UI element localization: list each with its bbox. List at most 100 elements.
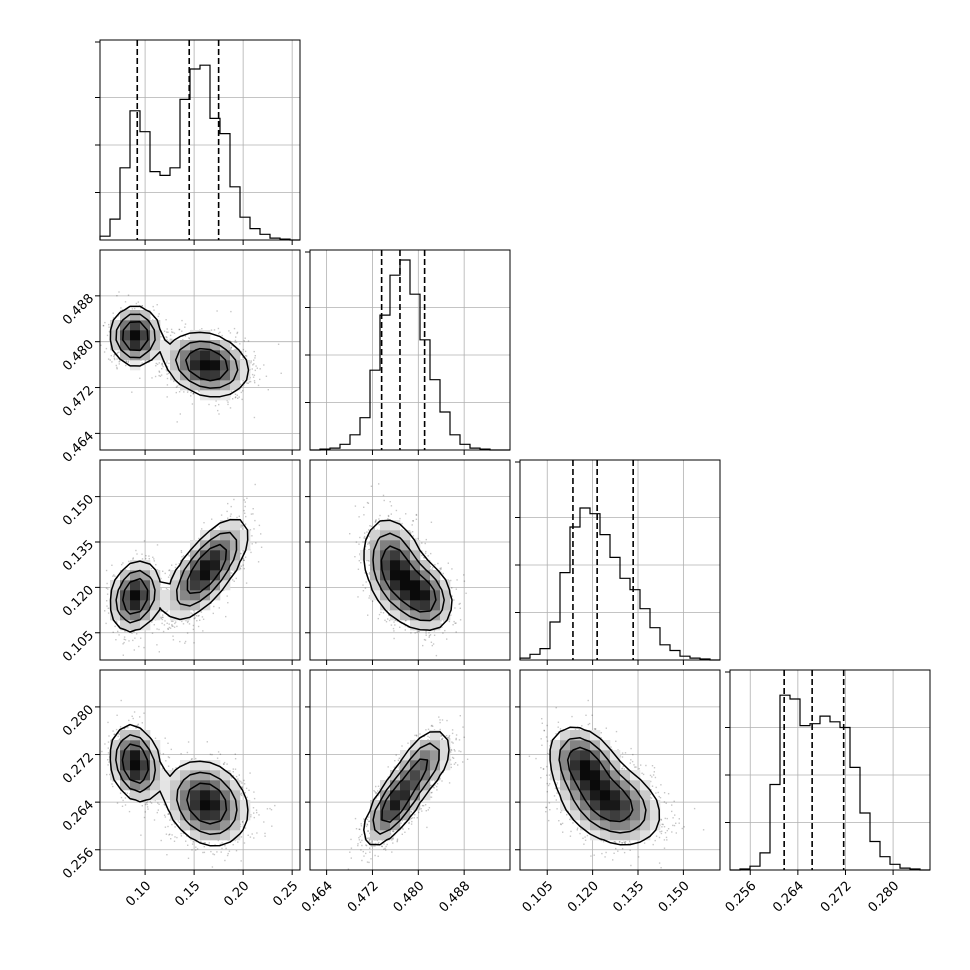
scatter-point: [100, 344, 102, 346]
scatter-point: [242, 356, 244, 358]
scatter-point: [257, 561, 260, 563]
scatter-point: [401, 528, 403, 531]
scatter-point: [169, 574, 171, 576]
scatter-point: [182, 339, 184, 341]
scatter-point: [192, 392, 195, 395]
scatter-point: [143, 646, 145, 649]
scatter-point: [369, 548, 371, 551]
scatter-point: [227, 517, 229, 519]
scatter-point: [235, 336, 237, 338]
scatter-point: [388, 614, 390, 617]
scatter-point: [244, 556, 247, 558]
scatter-point: [387, 515, 390, 518]
scatter-point: [237, 397, 239, 399]
scatter-point: [186, 621, 189, 624]
scatter-point: [238, 515, 240, 517]
scatter-point: [125, 364, 127, 367]
scatter-point: [105, 587, 108, 589]
scatter-point: [214, 405, 217, 407]
scatter-point: [184, 335, 187, 337]
scatter-point: [230, 513, 232, 515]
scatter-point: [378, 523, 380, 526]
scatter-point: [254, 381, 256, 384]
scatter-point: [160, 610, 163, 612]
scatter-point: [200, 611, 203, 613]
scatter-point: [243, 559, 245, 562]
scatter-point: [161, 616, 163, 618]
scatter-point: [226, 595, 228, 597]
scatter-point: [186, 391, 189, 393]
scatter-point: [163, 624, 166, 626]
scatter-point: [245, 515, 247, 518]
scatter-point: [250, 513, 253, 515]
scatter-point: [131, 391, 133, 393]
scatter-point: [132, 558, 134, 560]
scatter-point: [136, 633, 138, 635]
scatter-point: [421, 554, 423, 557]
scatter-point: [234, 396, 237, 399]
scatter-point: [141, 553, 143, 555]
scatter-point: [241, 398, 243, 401]
scatter-point: [125, 360, 128, 363]
scatter-point: [131, 632, 133, 634]
scatter-point: [169, 334, 172, 337]
scatter-point: [165, 611, 167, 613]
scatter-point: [161, 622, 163, 625]
scatter-point: [245, 582, 248, 584]
scatter-point: [158, 362, 160, 364]
scatter-point: [172, 331, 174, 334]
scatter-point: [240, 565, 243, 567]
scatter-point: [255, 542, 257, 544]
scatter-point: [180, 551, 183, 554]
scatter-point: [234, 393, 237, 395]
scatter-point: [159, 375, 162, 377]
scatter-point: [252, 508, 254, 510]
scatter-point: [162, 570, 164, 572]
scatter-point: [441, 626, 443, 628]
scatter-point: [442, 632, 444, 634]
scatter-point: [112, 312, 114, 314]
scatter-point: [127, 361, 129, 363]
scatter-point: [253, 528, 255, 530]
scatter-point: [118, 634, 120, 636]
scatter-point: [231, 572, 233, 574]
scatter-point: [246, 497, 248, 499]
scatter-point: [377, 617, 379, 620]
scatter-point: [167, 628, 169, 630]
scatter-point: [111, 564, 113, 566]
scatter-point: [250, 360, 252, 362]
scatter-point: [196, 620, 198, 622]
scatter-point: [193, 642, 195, 644]
scatter-point: [387, 514, 390, 517]
scatter-point: [125, 569, 127, 571]
scatter-point: [197, 625, 200, 628]
scatter-point: [116, 358, 118, 360]
scatter-point: [277, 343, 280, 345]
scatter-point: [244, 337, 246, 339]
scatter-point: [123, 636, 126, 638]
scatter-point: [368, 597, 370, 599]
scatter-point: [166, 362, 168, 364]
scatter-point: [113, 354, 116, 356]
panel-grid: [730, 670, 930, 870]
scatter-point: [235, 348, 237, 350]
scatter-point: [105, 347, 108, 350]
scatter-point: [251, 373, 254, 376]
scatter-point: [162, 630, 165, 633]
scatter-point: [179, 381, 181, 383]
panel-grid: [310, 670, 510, 870]
scatter-point: [168, 569, 171, 571]
scatter-point: [170, 620, 173, 622]
scatter-point: [230, 390, 233, 392]
scatter-point: [168, 362, 170, 365]
scatter-point: [173, 626, 176, 628]
scatter-point: [161, 368, 163, 370]
scatter-point: [254, 519, 256, 522]
scatter-point: [148, 558, 150, 560]
scatter-point: [158, 651, 160, 653]
scatter-point: [227, 401, 229, 403]
scatter-point: [165, 336, 167, 338]
scatter-point: [171, 624, 173, 626]
scatter-point: [166, 336, 168, 339]
scatter-point: [245, 355, 248, 357]
